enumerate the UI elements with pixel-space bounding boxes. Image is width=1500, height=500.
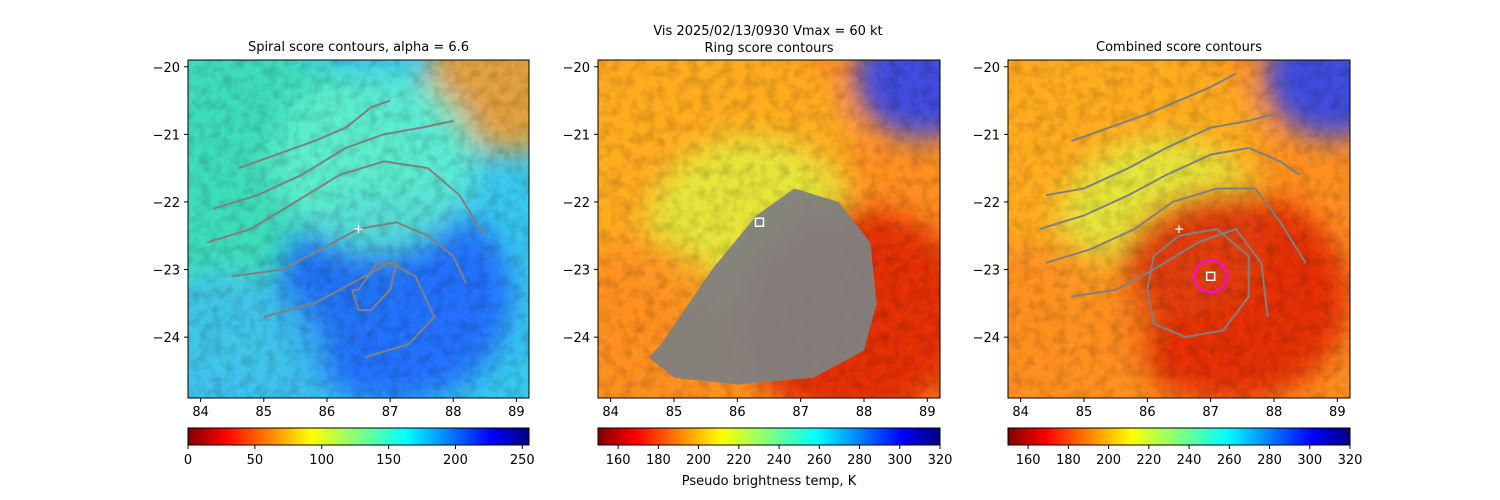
colorbar-tick-label: 150 bbox=[376, 453, 401, 468]
contour-line-spiral-1 bbox=[212, 119, 454, 210]
colorbar-tick-label: 240 bbox=[767, 453, 792, 468]
center-square-marker bbox=[754, 217, 765, 227]
colorbar-tick-label: 160 bbox=[1016, 453, 1041, 468]
x-tick-label: 88 bbox=[1266, 405, 1283, 420]
y-tick-label: −24 bbox=[973, 331, 1000, 346]
x-tick-label: 85 bbox=[1076, 405, 1093, 420]
x-tick-label: 88 bbox=[856, 405, 873, 420]
contour-line-spiral-0 bbox=[238, 99, 391, 170]
center-circle-marker bbox=[1193, 259, 1228, 294]
colorbar-tick-label: 200 bbox=[1096, 453, 1121, 468]
x-tick-label: 84 bbox=[192, 405, 209, 420]
axes-frame-spiral bbox=[187, 59, 530, 399]
colorbar-tick-label: 220 bbox=[726, 453, 751, 468]
panel-title-combined: Combined score contours bbox=[1096, 40, 1262, 55]
colorbar-tick-label: 200 bbox=[686, 453, 711, 468]
colorbar-ring: 160 180 200 220 240 260 280 300 320 bbox=[597, 427, 953, 468]
colorbar-tick-label: 260 bbox=[807, 453, 832, 468]
axes-frame-combined bbox=[1007, 59, 1351, 399]
colorbar-tick-label: 250 bbox=[510, 453, 535, 468]
colorbar-label: Pseudo brightness temp, K bbox=[682, 474, 857, 489]
x-tick-label: 87 bbox=[382, 405, 399, 420]
x-tick-label: 87 bbox=[792, 405, 809, 420]
y-tick-label: −23 bbox=[563, 264, 590, 279]
x-tick-label: 86 bbox=[1139, 405, 1156, 420]
x-tick-label: 84 bbox=[602, 405, 619, 420]
y-tick-label: −23 bbox=[153, 264, 180, 279]
x-tick-label: 84 bbox=[1012, 405, 1029, 420]
y-tick-label: −21 bbox=[973, 128, 1000, 143]
axes-frame-ring bbox=[597, 59, 941, 399]
contour-line-spiral-3 bbox=[232, 221, 467, 284]
y-tick-label: −20 bbox=[563, 61, 590, 76]
colorbar-tick-label: 220 bbox=[1136, 453, 1161, 468]
panel-ring: Ring score contours 84 85 86 87 88 89 −20 −21 −22… bbox=[563, 41, 953, 468]
colorbar-tick-label: 180 bbox=[1056, 453, 1081, 468]
center-plus-marker bbox=[354, 225, 363, 233]
contour-line-combined-3 bbox=[1045, 187, 1307, 264]
contour-line-spiral-2 bbox=[206, 160, 486, 244]
colorbar-tick-label: 0 bbox=[184, 453, 192, 468]
y-tick-label: −22 bbox=[563, 196, 590, 211]
heatmap-combined bbox=[1008, 60, 1350, 398]
x-tick-label: 87 bbox=[1202, 405, 1219, 420]
y-tick-label: −24 bbox=[153, 331, 180, 346]
panel-title-ring: Ring score contours bbox=[704, 41, 833, 56]
y-tick-label: −20 bbox=[153, 61, 180, 76]
y-tick-label: −23 bbox=[973, 264, 1000, 279]
panel-combined: Combined score contours 84 85 86 87 88 89 −20 −2… bbox=[973, 40, 1363, 468]
colorbar-tick-label: 160 bbox=[606, 453, 631, 468]
panel-spiral: Spiral score contours, alpha = 6.6 84 85 86… bbox=[153, 40, 535, 468]
x-tick-label: 85 bbox=[666, 405, 683, 420]
colorbar-combined: 160 180 200 220 240 260 280 300 320 bbox=[1007, 427, 1363, 468]
colorbar-gradient bbox=[187, 427, 530, 446]
contour-line-combined-5 bbox=[1146, 228, 1250, 339]
colorbar-tick-label: 280 bbox=[1257, 453, 1282, 468]
y-tick-label: −21 bbox=[153, 128, 180, 143]
colorbar-tick-label: 280 bbox=[847, 453, 872, 468]
colorbar-tick-label: 50 bbox=[247, 453, 264, 468]
y-tick-label: −20 bbox=[973, 61, 1000, 76]
contour-line-spiral-5 bbox=[351, 261, 398, 312]
y-tick-label: −21 bbox=[563, 128, 590, 143]
colorbar-tick-label: 320 bbox=[928, 453, 953, 468]
colorbar-tick-label: 260 bbox=[1217, 453, 1242, 468]
contour-line-spiral-4 bbox=[263, 261, 436, 359]
y-tick-label: −22 bbox=[153, 196, 180, 211]
ring-contour-region bbox=[648, 188, 877, 385]
colorbar-tick-label: 300 bbox=[887, 453, 912, 468]
colorbar-tick-label: 320 bbox=[1338, 453, 1363, 468]
contour-line-combined-1 bbox=[1045, 113, 1275, 197]
x-tick-label: 86 bbox=[319, 405, 336, 420]
heatmap-spiral bbox=[188, 60, 529, 398]
colorbar-tick-label: 200 bbox=[443, 453, 468, 468]
panel-title-spiral: Spiral score contours, alpha = 6.6 bbox=[248, 40, 469, 55]
y-tick-label: −22 bbox=[973, 196, 1000, 211]
x-tick-label: 89 bbox=[508, 405, 525, 420]
colorbar-tick-label: 180 bbox=[646, 453, 671, 468]
x-tick-label: 88 bbox=[445, 405, 462, 420]
x-tick-label: 86 bbox=[729, 405, 746, 420]
figure-suptitle: Vis 2025/02/13/0930 Vmax = 60 kt bbox=[653, 24, 882, 39]
contour-line-combined-2 bbox=[1039, 146, 1300, 230]
contour-line-combined-0 bbox=[1070, 72, 1237, 143]
center-square-marker bbox=[1205, 271, 1216, 282]
contour-line-combined-4 bbox=[1071, 228, 1269, 317]
colorbar-gradient bbox=[1007, 427, 1351, 446]
y-tick-label: −24 bbox=[563, 331, 590, 346]
x-tick-label: 85 bbox=[256, 405, 273, 420]
colorbar-tick-label: 300 bbox=[1297, 453, 1322, 468]
colorbar-gradient bbox=[597, 427, 941, 446]
heatmap-ring bbox=[598, 60, 940, 398]
x-tick-label: 89 bbox=[919, 405, 936, 420]
colorbar-tick-label: 100 bbox=[309, 453, 334, 468]
colorbar-spiral: 0 50 100 150 200 250 bbox=[184, 427, 535, 468]
x-tick-label: 89 bbox=[1329, 405, 1346, 420]
colorbar-tick-label: 240 bbox=[1177, 453, 1202, 468]
center-plus-marker bbox=[1175, 225, 1183, 233]
